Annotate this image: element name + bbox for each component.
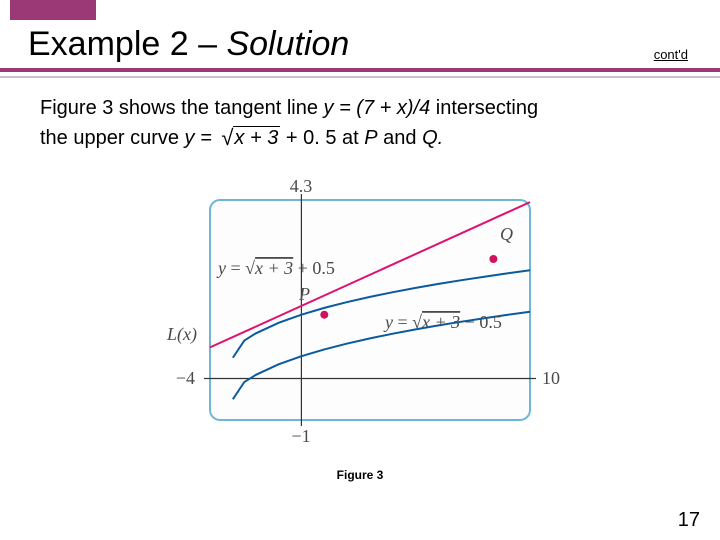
figure-svg: 4.3 −1 −4 10 P Q L(x) y = √x + 3 + 0.5 y… — [150, 180, 570, 460]
body-paragraph: Figure 3 shows the tangent line y = (7 +… — [40, 95, 680, 152]
figure-3: 4.3 −1 −4 10 P Q L(x) y = √x + 3 + 0.5 y… — [150, 180, 570, 460]
point-P-ref: P — [364, 127, 377, 149]
title-underline-gray — [0, 76, 720, 78]
sqrt-expression: √x + 3 — [217, 122, 280, 152]
body-line1-pre: Figure 3 shows the tangent line — [40, 97, 324, 119]
upper-curve-label: y = √x + 3 + 0.5 — [216, 258, 335, 278]
plot-frame — [210, 200, 530, 420]
lower-curve-label: y = √x + 3 − 0.5 — [383, 312, 502, 332]
p-label: P — [298, 284, 310, 304]
contd-label: cont'd — [654, 47, 688, 62]
xlabel-left: −4 — [176, 368, 195, 388]
point-P — [320, 311, 328, 319]
body-line1-eq: y = (7 + x)/4 — [324, 97, 431, 119]
xlabel-right: 10 — [542, 368, 560, 388]
figure-caption: Figure 3 — [0, 468, 720, 482]
ylabel-bottom: −1 — [291, 426, 310, 446]
header-accent-block — [10, 0, 96, 20]
body-line1-post: intersecting — [430, 97, 538, 119]
ylabel-top: 4.3 — [290, 180, 313, 196]
q-label: Q — [500, 224, 513, 244]
radicand: x + 3 — [233, 126, 280, 149]
body-line2-pre: the upper curve — [40, 127, 185, 149]
body-line2-y: y = — [185, 127, 218, 149]
title-suffix: Solution — [226, 25, 349, 63]
radical-sign: √ — [221, 125, 233, 150]
point-Q — [489, 255, 497, 263]
page-title: Example 2 – Solution — [28, 25, 349, 64]
title-bar: Example 2 – Solution cont'd — [0, 20, 720, 72]
body-line2-post: + 0. 5 at — [280, 127, 364, 149]
body-line2-and: and — [378, 127, 422, 149]
title-prefix: Example 2 – — [28, 25, 226, 63]
point-Q-ref: Q. — [422, 127, 443, 149]
page-number: 17 — [678, 509, 700, 532]
tangent-label: L(x) — [166, 324, 197, 345]
